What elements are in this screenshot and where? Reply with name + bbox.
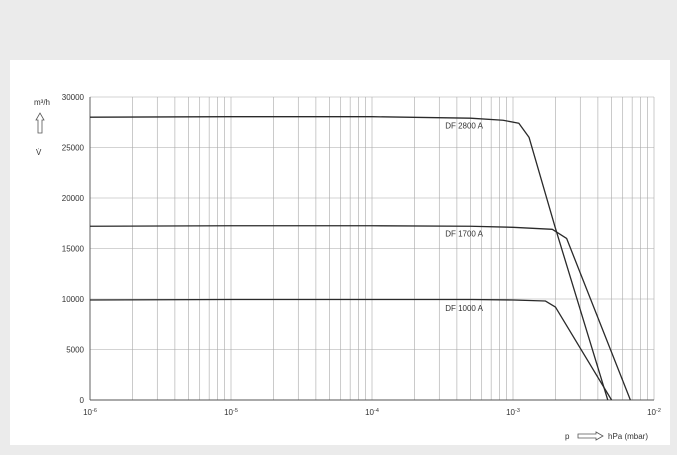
- series-label: DF 2800 A: [445, 121, 483, 130]
- grid: [89, 96, 655, 401]
- x-axis-unit: hPa (mbar): [608, 432, 648, 441]
- x-tick-label: 10-4: [365, 408, 379, 417]
- labels: 0 5000 10000 15000 20000 25000 30000 10-6 10-5 10…: [62, 93, 661, 417]
- series-line: [89, 298, 613, 401]
- y-tick-label: 20000: [62, 194, 85, 203]
- x-tick-label: 10-3: [506, 408, 520, 417]
- y-tick-label: 0: [80, 396, 85, 405]
- x-tick-label: 10-6: [83, 408, 97, 417]
- series-line: [89, 225, 631, 401]
- series-label: DF 1700 A: [445, 229, 483, 238]
- y-axis-unit: m³/h: [34, 98, 50, 107]
- chart-frame: [10, 60, 670, 445]
- y-tick-label: 25000: [62, 144, 85, 153]
- y-axis-symbol: V̇: [36, 148, 42, 157]
- y-axis-arrow-icon: [35, 112, 45, 134]
- x-tick-label: 10-5: [224, 408, 238, 417]
- y-tick-label: 10000: [62, 295, 85, 304]
- series-line: [89, 116, 609, 401]
- series-label: DF 1000 A: [445, 304, 483, 313]
- x-tick-label: 10-2: [647, 408, 661, 417]
- x-axis-symbol: p: [565, 432, 570, 441]
- y-tick-label: 15000: [62, 245, 85, 254]
- y-tick-label: 5000: [66, 346, 84, 355]
- curves: [89, 116, 631, 401]
- x-axis-arrow-icon: [577, 431, 604, 441]
- y-tick-label: 30000: [62, 93, 85, 102]
